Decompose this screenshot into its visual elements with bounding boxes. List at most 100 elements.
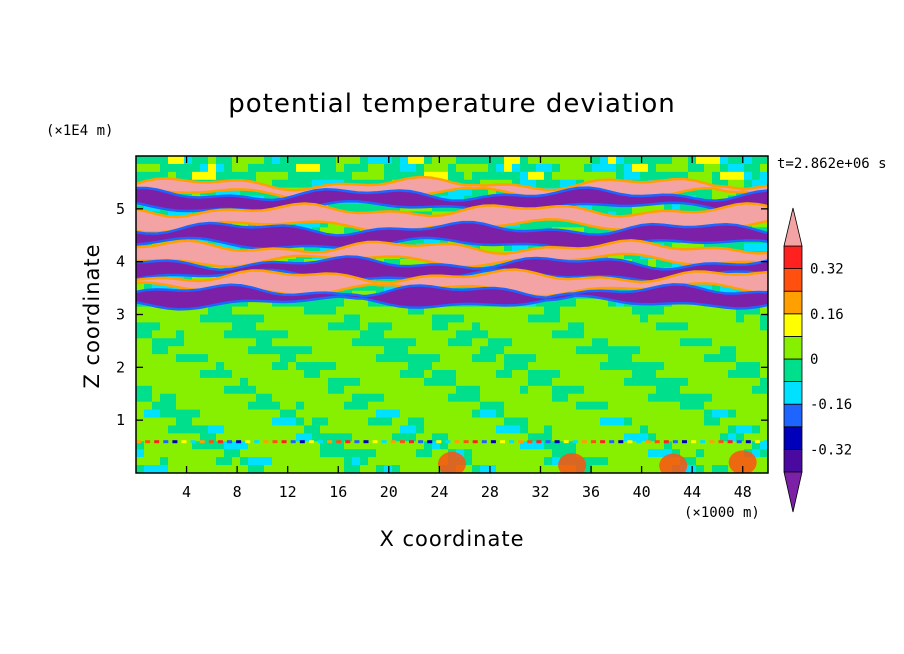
contour-cell	[560, 354, 569, 363]
contour-cell	[368, 425, 377, 434]
contour-cell	[712, 449, 721, 458]
x-tick-label: 28	[481, 483, 499, 501]
contour-cell	[328, 377, 337, 387]
contour-cell	[712, 385, 721, 395]
contour-cell	[528, 314, 537, 324]
contour-cell	[520, 393, 529, 403]
contour-cell	[736, 179, 745, 189]
contour-cell	[288, 425, 297, 434]
contour-cell	[416, 433, 425, 442]
contour-cell	[456, 346, 465, 355]
contour-cell	[656, 393, 665, 403]
contour-cell	[616, 457, 625, 466]
contour-cell	[152, 156, 161, 165]
contour-cell	[696, 433, 705, 442]
contour-cell	[512, 346, 521, 355]
contour-cell	[264, 465, 273, 473]
contour-cell	[736, 156, 745, 165]
contour-cell	[592, 465, 601, 473]
contour-cell	[536, 417, 545, 427]
contour-cell	[152, 377, 161, 387]
contour-cell	[704, 409, 713, 419]
contour-cell	[600, 203, 609, 213]
contour-cell	[240, 354, 249, 363]
contour-cell	[288, 377, 297, 387]
colorbar-label: 0	[810, 352, 818, 368]
contour-cell	[544, 441, 553, 450]
contour-cell	[472, 314, 481, 324]
contour-cell	[536, 377, 545, 387]
contour-cell	[584, 227, 593, 236]
contour-cell	[448, 433, 457, 442]
contour-cell	[384, 330, 393, 339]
contour-cell	[200, 425, 209, 434]
contour-cell	[608, 425, 617, 434]
contour-cell	[760, 330, 768, 339]
contour-cell	[504, 377, 513, 387]
surface-streak	[363, 440, 369, 444]
contour-cell	[680, 354, 689, 363]
contour-cell	[504, 433, 513, 442]
contour-cell	[200, 156, 209, 165]
contour-cell	[520, 457, 529, 466]
contour-cell	[240, 322, 249, 331]
contour-cell	[376, 417, 385, 427]
contour-cell	[448, 322, 457, 331]
contour-cell	[632, 409, 641, 419]
contour-cell	[296, 401, 305, 411]
contour-cell	[584, 465, 593, 473]
contour-cell	[744, 346, 753, 355]
contour-cell	[760, 338, 768, 347]
contour-cell	[744, 156, 753, 165]
contour-cell	[488, 433, 497, 442]
contour-cell	[608, 417, 617, 427]
contour-cell	[560, 385, 569, 395]
contour-cell	[584, 433, 593, 442]
contour-cell	[248, 163, 257, 173]
contour-cell	[160, 354, 169, 363]
contour-cell	[360, 377, 369, 387]
contour-cell	[400, 385, 409, 395]
contour-cell	[488, 163, 497, 173]
contour-cell	[416, 322, 425, 331]
contour-cell	[168, 417, 177, 427]
contour-cell	[272, 322, 281, 331]
contour-cell	[744, 354, 753, 363]
cold-band	[136, 257, 768, 282]
contour-cell	[528, 346, 537, 355]
contour-cell	[472, 465, 481, 473]
contour-cell	[272, 425, 281, 434]
contour-cell	[520, 362, 529, 371]
contour-cell	[584, 163, 593, 173]
contour-cell	[624, 425, 633, 434]
contour-cell	[272, 441, 281, 450]
surface-streak	[463, 440, 469, 444]
contour-cell	[712, 306, 721, 316]
contour-cell	[536, 449, 545, 458]
contour-cell	[160, 163, 169, 173]
contour-cell	[152, 322, 161, 331]
contour-cell	[760, 314, 768, 324]
contour-cell	[640, 449, 649, 458]
contour-cell	[480, 322, 489, 331]
contour-cell	[608, 441, 617, 450]
contour-cell	[696, 314, 705, 324]
contour-cell	[672, 346, 681, 355]
contour-cell	[632, 425, 641, 434]
contour-cell	[456, 306, 465, 316]
contour-cell	[144, 163, 153, 173]
contour-cell	[208, 346, 217, 355]
contour-cell	[688, 243, 697, 252]
contour-cell	[464, 377, 473, 387]
contour-cell	[224, 354, 233, 363]
contour-cell	[592, 338, 601, 347]
contour-cell	[688, 171, 697, 181]
contour-cell	[688, 314, 697, 324]
contour-cell	[400, 369, 409, 379]
contour-cell	[528, 393, 537, 403]
contour-cell	[376, 433, 385, 442]
contour-cell	[440, 449, 449, 458]
contour-cell	[376, 156, 385, 165]
contour-cell	[248, 417, 257, 427]
contour-cell	[160, 156, 169, 165]
